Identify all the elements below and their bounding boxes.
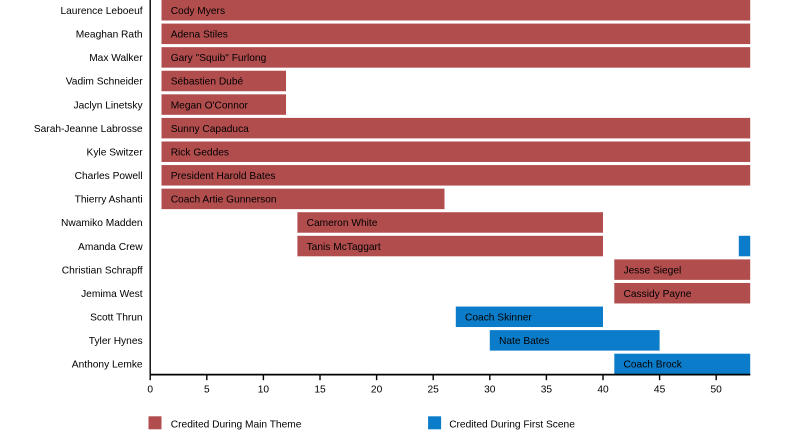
svg-text:Christian Schrapff: Christian Schrapff bbox=[62, 265, 143, 276]
svg-text:50: 50 bbox=[711, 385, 723, 396]
svg-text:Anthony Lemke: Anthony Lemke bbox=[72, 360, 143, 371]
svg-text:Laurence Leboeuf: Laurence Leboeuf bbox=[60, 6, 142, 17]
svg-text:5: 5 bbox=[204, 385, 210, 396]
svg-text:Nwamiko Madden: Nwamiko Madden bbox=[61, 218, 143, 229]
svg-text:Jaclyn Linetsky: Jaclyn Linetsky bbox=[74, 100, 144, 111]
svg-text:Jemima West: Jemima West bbox=[81, 289, 143, 300]
svg-text:Megan O'Connor: Megan O'Connor bbox=[171, 100, 249, 111]
svg-text:Sébastien Dubé: Sébastien Dubé bbox=[171, 77, 244, 88]
svg-text:Thierry Ashanti: Thierry Ashanti bbox=[75, 195, 143, 206]
svg-text:30: 30 bbox=[484, 385, 496, 396]
svg-text:45: 45 bbox=[654, 385, 666, 396]
svg-text:Gary "Squib" Furlong: Gary "Squib" Furlong bbox=[171, 53, 267, 64]
svg-text:Sarah-Jeanne Labrosse: Sarah-Jeanne Labrosse bbox=[34, 124, 143, 135]
svg-text:Tyler Hynes: Tyler Hynes bbox=[89, 336, 143, 347]
svg-text:40: 40 bbox=[597, 385, 609, 396]
svg-text:Sunny Capaduca: Sunny Capaduca bbox=[171, 124, 249, 135]
svg-text:15: 15 bbox=[314, 385, 326, 396]
svg-text:Tanis McTaggart: Tanis McTaggart bbox=[307, 242, 381, 253]
svg-text:Cameron White: Cameron White bbox=[307, 218, 378, 229]
svg-text:Max Walker: Max Walker bbox=[89, 53, 143, 64]
svg-text:20: 20 bbox=[371, 385, 383, 396]
svg-text:Credited During Main Theme: Credited During Main Theme bbox=[171, 419, 302, 430]
svg-text:Cassidy Payne: Cassidy Payne bbox=[624, 289, 692, 300]
svg-text:Meaghan Rath: Meaghan Rath bbox=[76, 30, 143, 41]
svg-text:Credited During First Scene: Credited During First Scene bbox=[449, 419, 575, 430]
svg-text:Coach Artie Gunnerson: Coach Artie Gunnerson bbox=[171, 195, 277, 206]
svg-text:Scott Thrun: Scott Thrun bbox=[90, 313, 142, 324]
svg-text:25: 25 bbox=[428, 385, 440, 396]
svg-text:Charles Powell: Charles Powell bbox=[75, 171, 143, 182]
svg-text:10: 10 bbox=[258, 385, 270, 396]
svg-text:35: 35 bbox=[541, 385, 553, 396]
svg-text:Rick Geddes: Rick Geddes bbox=[171, 147, 229, 158]
svg-text:Jesse Siegel: Jesse Siegel bbox=[624, 265, 682, 276]
svg-text:Adena Stiles: Adena Stiles bbox=[171, 30, 228, 41]
svg-text:Coach Skinner: Coach Skinner bbox=[465, 313, 532, 324]
svg-text:Cody Myers: Cody Myers bbox=[171, 6, 225, 17]
svg-text:0: 0 bbox=[147, 385, 153, 396]
svg-text:Nate Bates: Nate Bates bbox=[499, 336, 549, 347]
svg-text:Amanda Crew: Amanda Crew bbox=[78, 242, 143, 253]
svg-text:Coach Brock: Coach Brock bbox=[624, 360, 683, 371]
svg-text:Kyle Switzer: Kyle Switzer bbox=[87, 147, 144, 158]
svg-text:President Harold Bates: President Harold Bates bbox=[171, 171, 276, 182]
svg-text:Vadim Schneider: Vadim Schneider bbox=[66, 77, 143, 88]
